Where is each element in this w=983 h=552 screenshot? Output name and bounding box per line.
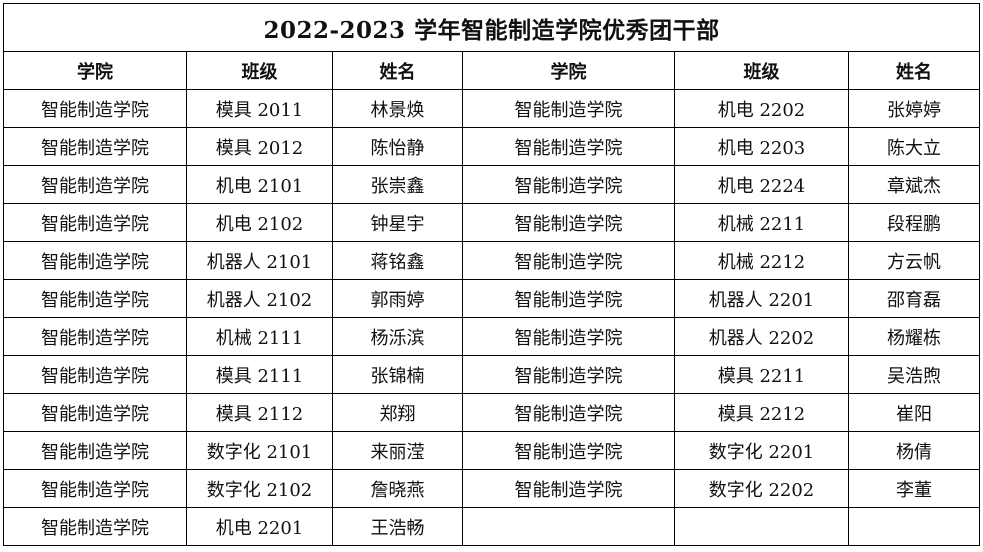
class-cell: 机械 2111 bbox=[186, 317, 333, 356]
header-college-left: 学院 bbox=[3, 51, 187, 90]
table-row: 智能制造学院 机器人 2101 蒋铭鑫 智能制造学院 机械 2212 方云帆 bbox=[3, 241, 981, 280]
college-cell: 智能制造学院 bbox=[3, 469, 187, 508]
name-cell: 詹晓燕 bbox=[332, 469, 463, 508]
class-cell: 模具 2011 bbox=[186, 89, 333, 128]
class-cell: 数字化 2202 bbox=[674, 469, 849, 508]
name-cell: 吴浩煦 bbox=[847, 355, 981, 394]
college-cell: 智能制造学院 bbox=[462, 89, 675, 128]
header-class-right: 班级 bbox=[674, 51, 849, 90]
name-cell: 蒋铭鑫 bbox=[332, 241, 463, 280]
header-class-left: 班级 bbox=[186, 51, 333, 90]
table-row: 智能制造学院 数字化 2102 詹晓燕 智能制造学院 数字化 2202 李董 bbox=[3, 469, 981, 508]
name-cell: 郑翔 bbox=[332, 393, 463, 432]
class-cell: 机电 2202 bbox=[674, 89, 849, 128]
college-cell: 智能制造学院 bbox=[3, 431, 187, 470]
class-cell: 机电 2201 bbox=[186, 507, 333, 546]
class-cell: 机器人 2201 bbox=[674, 279, 849, 318]
class-cell: 机器人 2202 bbox=[674, 317, 849, 356]
college-cell: 智能制造学院 bbox=[3, 165, 187, 204]
name-cell: 李董 bbox=[847, 469, 981, 508]
college-cell: 智能制造学院 bbox=[462, 279, 675, 318]
table-row: 智能制造学院 模具 2112 郑翔 智能制造学院 模具 2212 崔阳 bbox=[3, 393, 981, 432]
class-cell: 模具 2212 bbox=[674, 393, 849, 432]
table-row: 智能制造学院 机电 2101 张崇鑫 智能制造学院 机电 2224 章斌杰 bbox=[3, 165, 981, 204]
class-cell: 模具 2112 bbox=[186, 393, 333, 432]
header-name-left: 姓名 bbox=[332, 51, 463, 90]
table-row: 智能制造学院 数字化 2101 来丽滢 智能制造学院 数字化 2201 杨倩 bbox=[3, 431, 981, 470]
college-cell: 智能制造学院 bbox=[3, 89, 187, 128]
college-cell: 智能制造学院 bbox=[3, 355, 187, 394]
table-title: 2022-2023 学年智能制造学院优秀团干部 bbox=[2, 3, 981, 52]
name-cell: 郭雨婷 bbox=[332, 279, 463, 318]
table-row: 智能制造学院 机械 2111 杨泺滨 智能制造学院 机器人 2202 杨耀栋 bbox=[3, 317, 981, 356]
class-cell: 机电 2203 bbox=[674, 127, 849, 166]
college-cell: 智能制造学院 bbox=[462, 355, 675, 394]
college-cell: 智能制造学院 bbox=[462, 165, 675, 204]
college-cell: 智能制造学院 bbox=[462, 469, 675, 508]
class-cell: 数字化 2102 bbox=[186, 469, 333, 508]
table-row: 智能制造学院 机电 2102 钟星宇 智能制造学院 机械 2211 段程鹏 bbox=[3, 203, 981, 242]
college-cell: 智能制造学院 bbox=[462, 431, 675, 470]
name-cell: 陈大立 bbox=[847, 127, 981, 166]
class-cell: 机器人 2101 bbox=[186, 241, 333, 280]
name-cell bbox=[847, 507, 981, 546]
class-cell: 模具 2012 bbox=[186, 127, 333, 166]
class-cell: 机电 2224 bbox=[674, 165, 849, 204]
table-row: 智能制造学院 模具 2011 林景焕 智能制造学院 机电 2202 张婷婷 bbox=[3, 89, 981, 128]
college-cell: 智能制造学院 bbox=[462, 241, 675, 280]
name-cell: 钟星宇 bbox=[332, 203, 463, 242]
header-name-right: 姓名 bbox=[847, 51, 981, 90]
table-head: 2022-2023 学年智能制造学院优秀团干部 学院 班级 姓名 学院 班级 姓… bbox=[2, 3, 981, 90]
class-cell: 机器人 2102 bbox=[186, 279, 333, 318]
name-cell: 张崇鑫 bbox=[332, 165, 463, 204]
college-cell: 智能制造学院 bbox=[3, 203, 187, 242]
name-cell: 来丽滢 bbox=[332, 431, 463, 470]
class-cell: 模具 2111 bbox=[186, 355, 333, 394]
name-cell: 段程鹏 bbox=[847, 203, 981, 242]
college-cell: 智能制造学院 bbox=[3, 279, 187, 318]
class-cell bbox=[674, 507, 849, 546]
table-row: 智能制造学院 机器人 2102 郭雨婷 智能制造学院 机器人 2201 邵育磊 bbox=[3, 279, 981, 318]
name-cell: 崔阳 bbox=[847, 393, 981, 432]
name-cell: 邵育磊 bbox=[847, 279, 981, 318]
class-cell: 机械 2212 bbox=[674, 241, 849, 280]
class-cell: 数字化 2101 bbox=[186, 431, 333, 470]
document-sheet: 2022-2023 学年智能制造学院优秀团干部 学院 班级 姓名 学院 班级 姓… bbox=[2, 3, 981, 548]
name-cell: 王浩畅 bbox=[332, 507, 463, 546]
table-body: 智能制造学院 模具 2011 林景焕 智能制造学院 机电 2202 张婷婷 智能制造学院 模具… bbox=[3, 89, 981, 546]
name-cell: 杨泺滨 bbox=[332, 317, 463, 356]
name-cell: 张婷婷 bbox=[847, 89, 981, 128]
college-cell: 智能制造学院 bbox=[3, 507, 187, 546]
name-cell: 陈怡静 bbox=[332, 127, 463, 166]
college-cell: 智能制造学院 bbox=[3, 393, 187, 432]
name-cell: 章斌杰 bbox=[847, 165, 981, 204]
name-cell: 方云帆 bbox=[847, 241, 981, 280]
class-cell: 数字化 2201 bbox=[674, 431, 849, 470]
name-cell: 杨倩 bbox=[847, 431, 981, 470]
name-cell: 张锦楠 bbox=[332, 355, 463, 394]
header-row: 学院 班级 姓名 学院 班级 姓名 bbox=[3, 51, 981, 90]
class-cell: 机电 2102 bbox=[186, 203, 333, 242]
class-cell: 机械 2211 bbox=[674, 203, 849, 242]
cadre-roster-table: 2022-2023 学年智能制造学院优秀团干部 学院 班级 姓名 学院 班级 姓… bbox=[2, 3, 981, 546]
college-cell: 智能制造学院 bbox=[3, 317, 187, 356]
class-cell: 模具 2211 bbox=[674, 355, 849, 394]
name-cell: 杨耀栋 bbox=[847, 317, 981, 356]
college-cell bbox=[462, 507, 675, 546]
table-row: 智能制造学院 机电 2201 王浩畅 bbox=[3, 507, 981, 546]
college-cell: 智能制造学院 bbox=[3, 241, 187, 280]
college-cell: 智能制造学院 bbox=[462, 203, 675, 242]
college-cell: 智能制造学院 bbox=[3, 127, 187, 166]
table-row: 智能制造学院 模具 2012 陈怡静 智能制造学院 机电 2203 陈大立 bbox=[3, 127, 981, 166]
name-cell: 林景焕 bbox=[332, 89, 463, 128]
title-row: 2022-2023 学年智能制造学院优秀团干部 bbox=[2, 3, 981, 52]
college-cell: 智能制造学院 bbox=[462, 393, 675, 432]
college-cell: 智能制造学院 bbox=[462, 317, 675, 356]
college-cell: 智能制造学院 bbox=[462, 127, 675, 166]
class-cell: 机电 2101 bbox=[186, 165, 333, 204]
header-college-right: 学院 bbox=[462, 51, 675, 90]
table-row: 智能制造学院 模具 2111 张锦楠 智能制造学院 模具 2211 吴浩煦 bbox=[3, 355, 981, 394]
